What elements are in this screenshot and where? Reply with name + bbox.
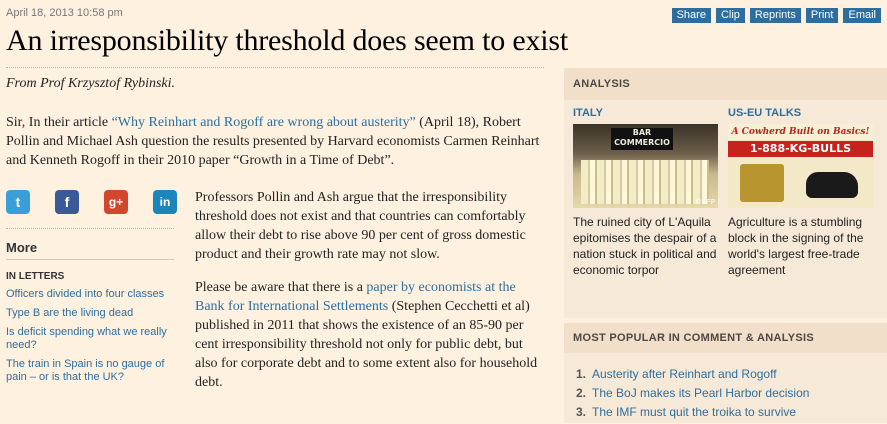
article-body: Professors Pollin and Ash argue that the…	[195, 188, 547, 406]
most-popular-list: 1. Austerity after Reinhart and Rogoff 2.…	[576, 367, 809, 424]
analysis-story-italy[interactable]: ITALY BAR COMMERCIO ©AFP The ruined city…	[573, 107, 723, 278]
popular-rank: 3.	[576, 405, 587, 419]
story-photo-sign: BAR COMMERCIO	[611, 128, 673, 150]
popular-rank: 1.	[576, 367, 587, 381]
more-link[interactable]: The train in Spain is no gauge of pain –…	[6, 358, 165, 383]
popular-link[interactable]: The IMF must quit the troika to survive	[592, 405, 797, 419]
more-link[interactable]: Type B are the living dead	[6, 307, 134, 319]
analysis-heading: ANALYSIS	[564, 68, 887, 100]
popular-item[interactable]: 3. The IMF must quit the troika to surviv…	[576, 405, 809, 420]
intro-text-start: Sir, In their article	[6, 115, 112, 130]
more-heading-rule	[6, 259, 174, 260]
google-plus-icon[interactable]: g+	[104, 190, 128, 214]
print-button[interactable]: Print	[805, 8, 839, 23]
intro-text-end: (April 18), Robert Pollin and Michael As…	[6, 115, 540, 168]
twitter-icon[interactable]: t	[6, 190, 30, 214]
body-paragraph: Professors Pollin and Ash argue that the…	[195, 190, 526, 262]
analysis-story-us-eu[interactable]: US-EU TALKS A Cowherd Built on Basics! 1…	[728, 107, 878, 278]
page-title: An irresponsibility threshold does seem …	[6, 24, 568, 57]
facebook-icon[interactable]: f	[55, 190, 79, 214]
popular-link[interactable]: Austerity after Reinhart and Rogoff	[592, 367, 777, 381]
story-photo[interactable]: BAR COMMERCIO ©AFP	[573, 124, 718, 208]
billboard-badge	[740, 164, 784, 202]
linkedin-icon[interactable]: in	[153, 190, 177, 214]
byline: From Prof Krzysztof Rybinski.	[6, 76, 176, 91]
intro-article-link[interactable]: “Why Reinhart and Rogoff are wrong about…	[111, 115, 416, 130]
story-kicker[interactable]: US-EU TALKS	[728, 107, 802, 119]
more-heading: More	[6, 240, 38, 255]
popular-item[interactable]: 1. Austerity after Reinhart and Rogoff	[576, 367, 809, 382]
social-share-bar: t f g+ in	[6, 190, 202, 214]
clip-button[interactable]: Clip	[715, 8, 745, 23]
article-intro: Sir, In their article “Why Reinhart and …	[6, 113, 548, 170]
body-paragraph: Please be aware that there is a paper by…	[195, 278, 547, 392]
story-photo[interactable]: A Cowherd Built on Basics! 1-888-KG-BULL…	[728, 124, 873, 208]
share-button[interactable]: Share	[671, 8, 711, 23]
email-button[interactable]: Email	[843, 8, 881, 23]
more-category: IN LETTERS	[6, 271, 65, 282]
story-photo-notes	[581, 160, 709, 204]
most-popular-panel: MOST POPULAR IN COMMENT & ANALYSIS 1. Aus…	[564, 323, 887, 423]
popular-link[interactable]: The BoJ makes its Pearl Harbor decision	[592, 386, 810, 400]
billboard-phone: 1-888-KG-BULLS	[728, 141, 873, 157]
more-divider	[6, 228, 174, 229]
more-links-list: Officers divided into four classes Type …	[6, 288, 174, 390]
para2-text-end: (Stephen Cecchetti et al) published in 2…	[195, 299, 538, 390]
article-timestamp: April 18, 2013 10:58 pm	[6, 7, 123, 19]
bull-image	[806, 172, 858, 198]
popular-item[interactable]: 2. The BoJ makes its Pearl Harbor decisio…	[576, 386, 809, 401]
more-link[interactable]: Is deficit spending what we really need?	[6, 326, 167, 351]
bis-paper-link[interactable]: paper by economists at the Bank for Inte…	[195, 280, 516, 314]
story-caption[interactable]: The ruined city of L'Aquila epitomises t…	[573, 215, 717, 277]
reprints-button[interactable]: Reprints	[749, 8, 801, 23]
story-caption[interactable]: Agriculture is a stumbling block in the …	[728, 215, 864, 277]
story-kicker[interactable]: ITALY	[573, 107, 603, 119]
sidebar: ANALYSIS ITALY BAR COMMERCIO ©AFP The ru…	[564, 68, 887, 423]
analysis-panel: ANALYSIS ITALY BAR COMMERCIO ©AFP The ru…	[564, 68, 887, 318]
most-popular-heading: MOST POPULAR IN COMMENT & ANALYSIS	[564, 323, 887, 353]
para2-text-start: Please be aware that there is a	[195, 280, 367, 295]
byline-divider	[6, 67, 544, 68]
article-tools: Share Clip Reprints Print Email	[671, 8, 881, 23]
more-link[interactable]: Officers divided into four classes	[6, 288, 165, 300]
billboard-slogan: A Cowherd Built on Basics!	[728, 124, 873, 140]
photo-credit: ©AFP	[694, 198, 715, 206]
popular-rank: 2.	[576, 386, 587, 400]
